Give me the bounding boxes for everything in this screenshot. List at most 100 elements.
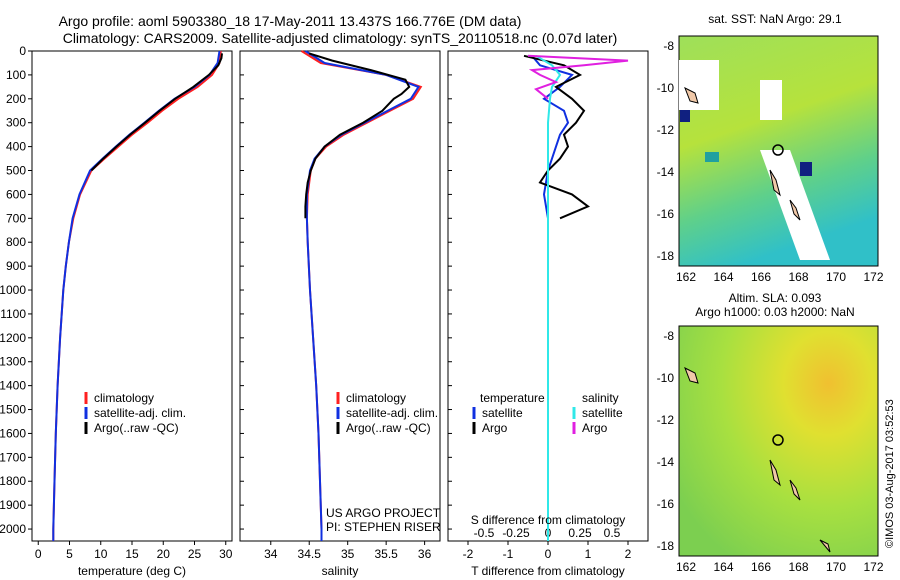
x-tick-label: 1 xyxy=(585,547,592,561)
sst-map-nodata xyxy=(760,150,830,260)
figure-title-line2: Climatology: CARS2009. Satellite-adjuste… xyxy=(63,30,618,46)
depth-tick-label: 1300 xyxy=(0,355,26,369)
difference-xlabel-bottom: T difference from climatology xyxy=(471,564,625,578)
s-tick-label: -0.25 xyxy=(502,526,530,540)
x-tick-label: -2 xyxy=(463,547,474,561)
s-tick-label: -0.5 xyxy=(474,526,495,540)
lon-tick-label: 170 xyxy=(826,270,846,284)
x-tick-label: 0 xyxy=(35,547,42,561)
x-tick-label: 34 xyxy=(264,547,278,561)
lat-tick-label: -16 xyxy=(657,207,675,221)
x-tick-label: 20 xyxy=(157,547,171,561)
sst-map-cell xyxy=(705,152,719,162)
x-tick-label: 35 xyxy=(341,547,355,561)
sst-float-location-marker xyxy=(772,144,784,156)
lat-tick-label: -8 xyxy=(663,329,674,343)
legend-label-s-satellite: satellite xyxy=(582,406,623,420)
depth-tick-label: 800 xyxy=(6,235,26,249)
depth-tick-label: 100 xyxy=(6,68,26,82)
x-tick-label: 34.5 xyxy=(298,547,322,561)
depth-tick-label: 400 xyxy=(6,140,26,154)
series-line-s-satellite xyxy=(535,54,562,541)
depth-tick-label: 2000 xyxy=(0,522,26,536)
depth-tick-label: 700 xyxy=(6,211,26,225)
lat-tick-label: -14 xyxy=(657,455,675,469)
difference-xlabel-top: S difference from climatology xyxy=(471,513,626,527)
difference-plot: -2 -1 0 1 2-0.5 -0.25 0 0.25 0.5 xyxy=(463,54,632,561)
lon-tick-label: 172 xyxy=(863,270,883,284)
depth-tick-label: 200 xyxy=(6,92,26,106)
depth-tick-label: 1700 xyxy=(0,450,26,464)
lon-tick-label: 164 xyxy=(713,270,733,284)
depth-tick-label: 1600 xyxy=(0,426,26,440)
lat-tick-label: -10 xyxy=(657,371,675,385)
legend-label-t-argo: Argo xyxy=(482,421,508,435)
series-line-t-argo xyxy=(523,54,590,220)
sla-float-location-marker xyxy=(772,434,784,446)
credit-text: ©IMOS 03-Aug-2017 03:52:53 xyxy=(884,399,896,548)
legend-temperature-header: temperature xyxy=(480,391,545,405)
legend-label-satellite: satellite-adj. clim. xyxy=(346,406,438,420)
lat-tick-label: -8 xyxy=(663,39,674,53)
x-tick-label: 30 xyxy=(219,547,233,561)
sla-map xyxy=(678,325,879,557)
x-tick-label: 10 xyxy=(94,547,108,561)
x-tick-label: 0 xyxy=(545,547,552,561)
depth-tick-label: 600 xyxy=(6,187,26,201)
depth-tick-label: 1500 xyxy=(0,403,26,417)
sst-map-title: sat. SST: NaN Argo: 29.1 xyxy=(708,12,842,26)
temperature-plot: 0 5 10 15 20 25 30 xyxy=(35,50,233,561)
depth-tick-label: 1800 xyxy=(0,474,26,488)
lat-tick-label: -16 xyxy=(657,497,675,511)
series-line-satellite xyxy=(52,50,221,541)
depth-tick-label: 1400 xyxy=(0,379,26,393)
legend-label-climatology: climatology xyxy=(346,391,406,405)
x-tick-label: 35.5 xyxy=(374,547,398,561)
depth-tick-label: 500 xyxy=(6,164,26,178)
series-line-argo xyxy=(304,52,411,219)
salinity-legend: climatology satellite-adj. clim. Argo(..… xyxy=(336,391,438,435)
lat-tick-label: -12 xyxy=(657,413,675,427)
depth-tick-label: 900 xyxy=(6,259,26,273)
sst-map-nodata xyxy=(760,80,782,120)
lon-tick-label: 166 xyxy=(751,560,771,574)
depth-tick-label: 1000 xyxy=(0,283,26,297)
pi-label: PI: STEPHEN RISER xyxy=(326,520,441,534)
lat-tick-label: -12 xyxy=(657,123,675,137)
sla-map-title-2: Argo h1000: 0.03 h2000: NaN xyxy=(695,305,854,319)
legend-label-argo: Argo(..raw -QC) xyxy=(94,421,179,435)
lon-tick-label: 170 xyxy=(826,560,846,574)
sst-map-cell xyxy=(800,162,812,176)
x-tick-label: 5 xyxy=(66,547,73,561)
lon-tick-label: 162 xyxy=(676,270,696,284)
sst-map-nodata xyxy=(679,60,719,110)
series-line-satellite xyxy=(304,50,421,541)
lon-tick-label: 168 xyxy=(788,560,808,574)
lat-tick-label: -18 xyxy=(657,249,675,263)
series-line-climatology xyxy=(52,50,222,541)
lon-tick-label: 164 xyxy=(713,560,733,574)
legend-label-s-argo: Argo xyxy=(582,421,608,435)
lat-tick-label: -18 xyxy=(657,539,675,553)
salinity-xlabel: salinity xyxy=(322,564,359,578)
legend-label-climatology: climatology xyxy=(94,391,154,405)
legend-label-satellite: satellite-adj. clim. xyxy=(94,406,186,420)
sst-map xyxy=(678,35,879,267)
sla-map-islands xyxy=(684,366,831,553)
salinity-panel-frame xyxy=(239,50,441,542)
lon-tick-label: 172 xyxy=(863,560,883,574)
x-tick-label: 25 xyxy=(188,547,202,561)
depth-tick-label: 1100 xyxy=(0,307,26,321)
series-line-argo xyxy=(90,53,223,172)
series-line-t-satellite xyxy=(531,55,574,541)
depth-tick-label: 0 xyxy=(19,44,26,58)
lon-tick-label: 168 xyxy=(788,270,808,284)
x-tick-label: 2 xyxy=(625,547,632,561)
depth-axis: 0 100 200 300 400 500 600 700 800 900 1000 1100 1200… xyxy=(0,44,452,536)
temperature-xlabel: temperature (deg C) xyxy=(78,564,186,578)
depth-tick-label: 1900 xyxy=(0,498,26,512)
depth-tick-label: 300 xyxy=(6,116,26,130)
lat-tick-label: -14 xyxy=(657,165,675,179)
